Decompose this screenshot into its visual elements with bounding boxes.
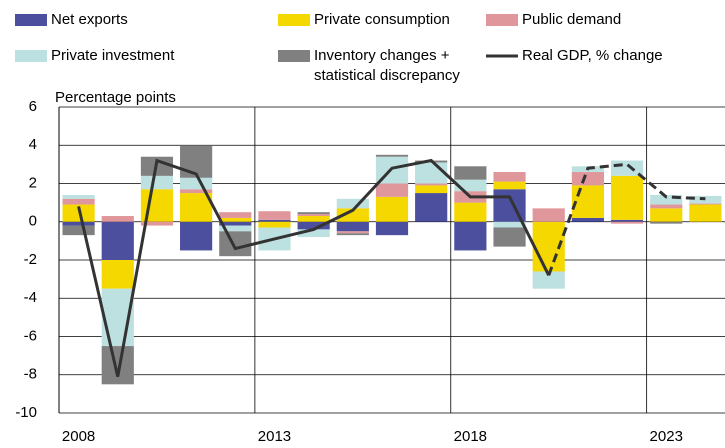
y-tick-label: -4	[24, 289, 37, 306]
y-tick-label: -6	[24, 327, 37, 344]
legend-label: Real GDP, % change	[522, 47, 663, 64]
bar-segment	[258, 221, 291, 228]
bar-segment	[101, 221, 134, 260]
bar-segment	[297, 229, 330, 238]
y-tick-label: -8	[24, 366, 37, 383]
bar-segment	[375, 183, 409, 197]
bar-segment	[101, 346, 134, 385]
bar-segment	[650, 194, 683, 205]
bar-segment	[297, 212, 330, 215]
bar-segment	[610, 160, 644, 176]
bar-segment	[62, 194, 95, 199]
bar-segment	[62, 221, 95, 226]
gdp-line	[547, 162, 706, 276]
bar-segment	[62, 225, 95, 236]
bar-segment	[650, 208, 683, 222]
bar-segment	[610, 221, 644, 224]
bar-segment	[62, 204, 95, 222]
bar-segment	[493, 221, 526, 228]
bar-segment	[571, 172, 604, 186]
bar-segment	[140, 175, 174, 190]
bar-segment	[219, 225, 252, 232]
legend-swatch	[278, 14, 310, 26]
bar-segment	[454, 179, 487, 192]
bar-segment	[375, 154, 409, 157]
bar-segment	[610, 175, 644, 220]
gdp-line	[77, 158, 551, 377]
legend-label: Private investment	[51, 47, 175, 64]
y-tick-label: 6	[29, 98, 37, 115]
bar-segment	[454, 202, 487, 222]
bar-segment	[336, 231, 369, 234]
bar-segment	[532, 271, 565, 289]
legend-swatch	[15, 14, 47, 26]
bar-segment	[180, 189, 213, 194]
bar-segment	[219, 231, 252, 257]
x-tick-label: 2023	[650, 428, 683, 443]
bar-segment	[180, 221, 213, 251]
bar-segment	[180, 177, 213, 190]
bar-segment	[101, 216, 134, 222]
y-tick-label: 2	[29, 174, 37, 191]
y-tick-label: -2	[24, 251, 37, 268]
bar-segment	[180, 145, 213, 178]
bar-segment	[336, 208, 369, 222]
bar-segment	[219, 221, 252, 226]
bar-segment	[650, 204, 683, 209]
bar-segment	[375, 196, 409, 222]
y-axis-label: Percentage points	[55, 89, 176, 106]
legend-label: Net exports	[51, 11, 128, 28]
bar-segment	[336, 198, 369, 209]
legend-swatch	[15, 50, 47, 62]
bar-segment	[415, 185, 448, 194]
legend-swatch	[278, 50, 310, 62]
bar-segment	[689, 203, 722, 205]
bar-segment	[219, 217, 252, 222]
bar-segment	[375, 221, 409, 236]
bar-segment	[297, 221, 330, 230]
bar-segment	[101, 260, 134, 289]
bar-segment	[493, 172, 526, 182]
bar-segment	[493, 227, 526, 247]
legend-label: Private consumption	[314, 11, 450, 28]
bar-segment	[180, 193, 213, 222]
bar-segment	[297, 214, 330, 217]
bar-segment	[258, 219, 291, 222]
bar-segment	[62, 198, 95, 205]
bar-segment	[140, 221, 174, 226]
bar-segment	[297, 216, 330, 222]
bar-segment	[650, 221, 683, 224]
bar-segment	[454, 166, 487, 180]
y-tick-label: -10	[15, 404, 37, 421]
bar-segment	[258, 211, 291, 220]
bar-segment	[219, 212, 252, 218]
bar-segment	[689, 204, 722, 222]
bar-segment	[336, 221, 369, 232]
bar-segment	[532, 208, 565, 222]
bar-segment	[571, 217, 604, 222]
x-tick-label: 2013	[258, 428, 291, 443]
bar-segment	[415, 193, 448, 222]
legend-label: Public demand	[522, 11, 621, 28]
legend-swatch	[486, 14, 518, 26]
bar-segment	[493, 181, 526, 190]
bar-segment	[610, 219, 644, 222]
y-tick-label: 4	[29, 136, 37, 153]
x-tick-label: 2018	[454, 428, 487, 443]
y-tick-label: 0	[29, 213, 37, 230]
bar-segment	[454, 221, 487, 251]
x-tick-label: 2008	[62, 428, 95, 443]
legend-label: Inventory changes + statistical discrepan…	[314, 47, 460, 84]
bar-segment	[415, 183, 448, 186]
bar-segment	[336, 233, 369, 236]
bar-segment	[689, 195, 722, 204]
